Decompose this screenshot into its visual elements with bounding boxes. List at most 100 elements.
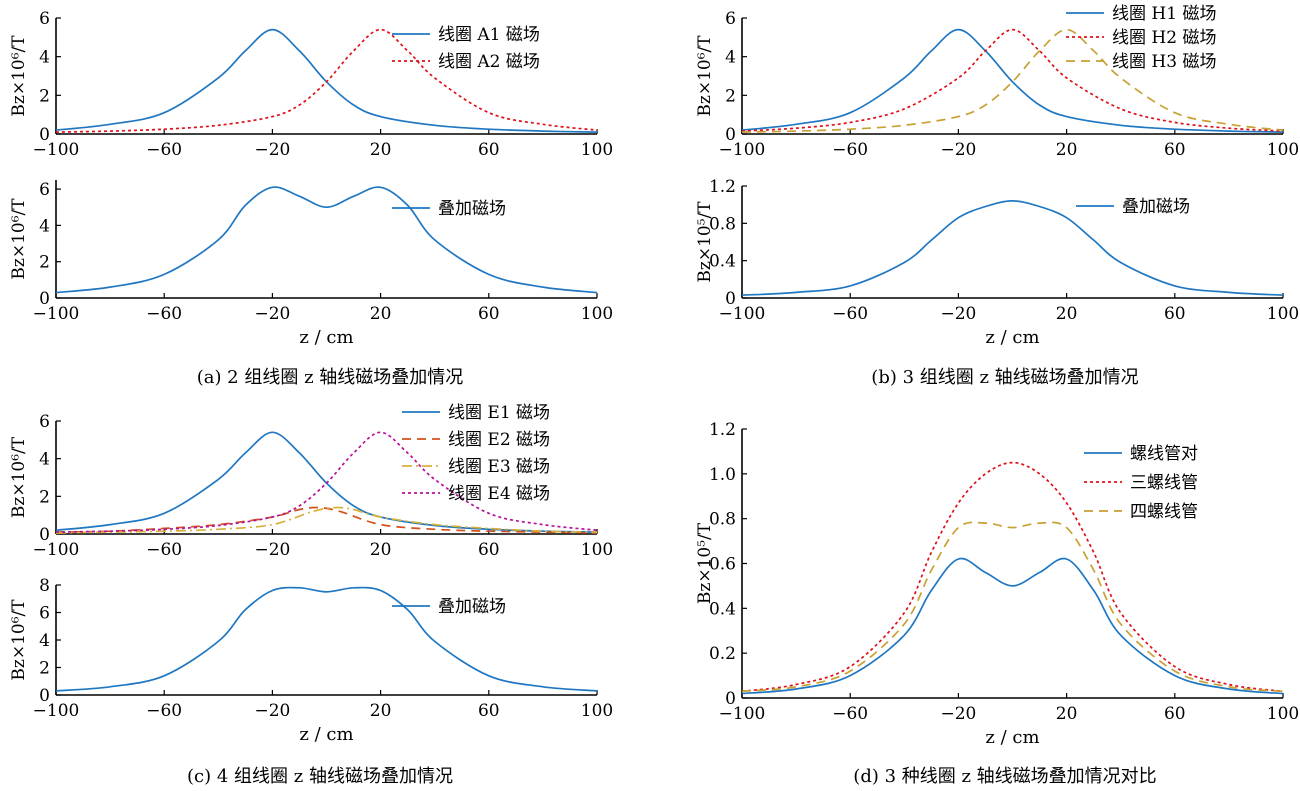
- legend-label: 线圈 H1 磁场: [1112, 4, 1216, 24]
- chart-c-top: −100 −60 −20 20 60 100 0 2 4 6 Bz×10⁶/T 线圈 E1 磁场线圈 …: [9, 403, 613, 560]
- series-line-1: [55, 431, 598, 533]
- y-tick-label: 2: [39, 659, 50, 679]
- x-tick-label: −60: [146, 701, 182, 721]
- legend-label: 叠加磁场: [438, 597, 506, 617]
- y-tick-label: 2: [39, 86, 50, 106]
- y-tick-label: 2: [39, 487, 50, 507]
- legend-label: 叠加磁场: [1122, 197, 1190, 217]
- x-tick-label: 20: [370, 304, 392, 324]
- x-tick-label: 60: [478, 540, 500, 560]
- x-tick-label: 20: [370, 701, 392, 721]
- legend-label: 螺线管对: [1130, 444, 1198, 464]
- x-tick-label: −20: [254, 304, 290, 324]
- x-tick-label: −20: [254, 701, 290, 721]
- x-tick-label: 60: [478, 304, 500, 324]
- y-tick-label: 6: [39, 9, 50, 29]
- y-tick-label: 0.6: [709, 555, 736, 575]
- x-tick-label: 100: [1267, 704, 1299, 724]
- x-tick-label: 20: [370, 140, 392, 160]
- series-line-1: [741, 200, 1284, 297]
- x-tick-label: 100: [1267, 304, 1299, 324]
- x-tick-label: −60: [146, 140, 182, 160]
- y-tick-label: 4: [39, 450, 50, 470]
- y-tick-label: 0.2: [709, 644, 736, 664]
- caption-d: (d) 3 种线圈 z 轴线磁场叠加情况对比: [853, 766, 1156, 787]
- x-tick-label: −20: [940, 140, 976, 160]
- x-axis-label: z / cm: [299, 724, 353, 745]
- legend-label: 线圈 E2 磁场: [448, 430, 550, 450]
- series-line-3: [741, 521, 1284, 693]
- x-tick-label: −60: [832, 140, 868, 160]
- y-axis-label: Bz×10⁵/T: [695, 522, 715, 604]
- series-line-4: [55, 431, 598, 533]
- y-tick-label: 4: [39, 48, 50, 68]
- y-axis-label: Bz×10⁶/T: [9, 198, 29, 280]
- chart-b-top: −100 −60 −20 20 60 100 0 2 4 6 Bz×10⁶/T 线圈 H1 磁场线圈 …: [695, 4, 1299, 160]
- caption-b: (b) 3 组线圈 z 轴线磁场叠加情况: [871, 367, 1138, 388]
- x-tick-label: −20: [254, 140, 290, 160]
- y-tick-label: 0: [39, 686, 50, 706]
- chart-d: −100 −60 −20 20 60 100 0 0.2 0.4 0.6 0.8 1.0 1.2 Bz×1…: [695, 420, 1299, 748]
- x-axis-label: z / cm: [299, 327, 353, 348]
- x-tick-label: −20: [940, 704, 976, 724]
- chart-a-top: −100 −60 −20 20 60 100 0 2 4 6 Bz×10⁶/T 线圈 A1 磁场线圈 …: [9, 9, 613, 160]
- y-axis-label: Bz×10⁶/T: [9, 35, 29, 117]
- x-tick-label: 20: [370, 540, 392, 560]
- x-axis-label: z / cm: [985, 327, 1039, 348]
- series-line-1: [741, 557, 1284, 695]
- x-tick-label: −60: [146, 540, 182, 560]
- x-tick-label: 60: [478, 140, 500, 160]
- y-tick-label: 6: [39, 604, 50, 624]
- legend-label: 线圈 A1 磁场: [438, 25, 540, 45]
- x-tick-label: −60: [832, 704, 868, 724]
- x-tick-label: 60: [1164, 140, 1186, 160]
- y-tick-label: 0: [39, 289, 50, 309]
- y-tick-label: 2: [725, 86, 736, 106]
- x-tick-label: −100: [33, 140, 80, 160]
- chart-c-bottom: −100 −60 −20 20 60 100 0 2 4 6 8 Bz×10⁶/T z / cm 叠加磁场: [9, 576, 613, 745]
- series-line-3: [55, 506, 598, 534]
- x-tick-label: 60: [1164, 304, 1186, 324]
- y-tick-label: 8: [39, 576, 50, 596]
- series-line-1: [741, 28, 1284, 133]
- y-tick-label: 0: [725, 125, 736, 145]
- series-line-1: [55, 586, 598, 692]
- y-tick-label: 0.8: [709, 214, 736, 234]
- series-line-1: [55, 28, 598, 133]
- x-tick-label: 100: [581, 140, 613, 160]
- y-axis-label: Bz×10⁶/T: [9, 436, 29, 518]
- y-tick-label: 1.2: [709, 420, 736, 440]
- y-tick-label: 6: [39, 412, 50, 432]
- x-tick-label: −60: [832, 304, 868, 324]
- x-tick-label: −100: [719, 704, 766, 724]
- y-tick-label: 4: [39, 631, 50, 651]
- y-tick-label: 6: [39, 180, 50, 200]
- y-tick-label: 0: [725, 689, 736, 709]
- y-tick-label: 6: [725, 9, 736, 29]
- caption-a: (a) 2 组线圈 z 轴线磁场叠加情况: [197, 367, 464, 388]
- series-line-2: [741, 28, 1284, 132]
- y-tick-label: 4: [725, 48, 736, 68]
- legend-label: 四螺线管: [1130, 502, 1198, 522]
- y-axis-label: Bz×10⁵/T: [695, 201, 715, 283]
- series-line-1: [55, 186, 598, 294]
- series-line-2: [55, 506, 598, 534]
- y-axis-label: Bz×10⁶/T: [9, 599, 29, 681]
- y-tick-label: 0.4: [709, 252, 736, 272]
- x-tick-label: 20: [1056, 704, 1078, 724]
- x-tick-label: −100: [719, 304, 766, 324]
- y-tick-label: 0.4: [709, 599, 736, 619]
- legend-label: 三螺线管: [1130, 473, 1198, 493]
- y-tick-label: 4: [39, 216, 50, 236]
- series-line-3: [741, 28, 1284, 133]
- x-tick-label: 60: [478, 701, 500, 721]
- y-tick-label: 0: [725, 289, 736, 309]
- legend-label: 线圈 H3 磁场: [1112, 52, 1216, 72]
- x-tick-label: −100: [33, 304, 80, 324]
- x-tick-label: 20: [1056, 140, 1078, 160]
- x-tick-label: 60: [1164, 704, 1186, 724]
- y-tick-label: 0.8: [709, 510, 736, 530]
- x-tick-label: 100: [581, 540, 613, 560]
- x-tick-label: −20: [254, 540, 290, 560]
